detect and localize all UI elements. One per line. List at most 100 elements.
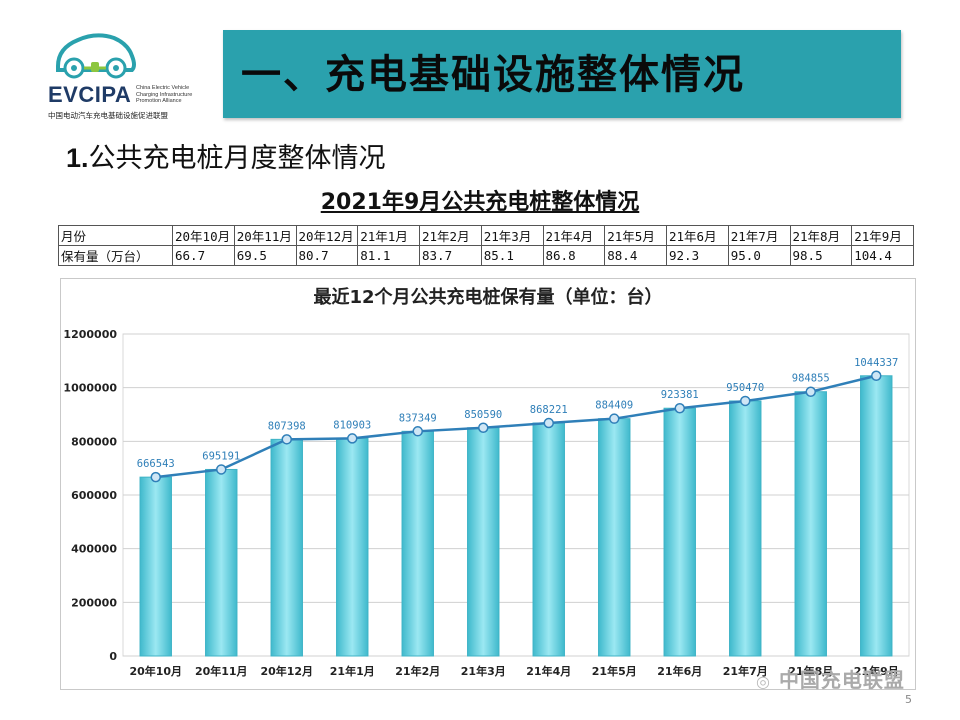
table-cell-month: 21年9月 xyxy=(851,225,914,246)
section-title-text: 公共充电桩月度整体情况 xyxy=(88,143,386,174)
data-label: 1044337 xyxy=(854,357,898,369)
line-marker xyxy=(805,386,816,397)
data-label: 884409 xyxy=(595,400,633,412)
bar xyxy=(794,391,827,657)
bar xyxy=(205,468,238,657)
bar xyxy=(270,438,303,657)
y-tick-label: 1200000 xyxy=(63,328,117,341)
line-marker xyxy=(543,417,554,429)
table-cell-month: 21年5月 xyxy=(604,225,667,246)
table-cell-value: 92.3 xyxy=(666,245,729,266)
table-cell-value: 81.1 xyxy=(357,245,420,266)
bar xyxy=(139,476,172,657)
table-cell-month: 21年3月 xyxy=(480,225,544,246)
logo-chinese-name: 中国电动汽车充电基础设施促进联盟 xyxy=(48,111,168,120)
logo-subtitle-line: Promotion Alliance xyxy=(136,98,182,104)
bar xyxy=(729,400,762,657)
table-cell-value: 98.5 xyxy=(789,245,853,266)
bar xyxy=(336,437,369,657)
bar xyxy=(532,422,565,657)
logo-subtitle-line: Charging Infrastructure xyxy=(136,91,193,98)
watermark-text: 中国充电联盟 xyxy=(778,668,905,692)
table-cell-month: 20年10月 xyxy=(172,225,235,246)
bar xyxy=(598,418,631,657)
y-tick-label: 0 xyxy=(109,650,117,663)
data-label: 807398 xyxy=(268,420,306,432)
data-label: 850590 xyxy=(464,409,502,421)
table-cell-month: 20年11月 xyxy=(233,225,297,246)
table-cell-value: 66.7 xyxy=(172,245,235,266)
x-tick-label: 21年2月 xyxy=(395,664,440,678)
y-tick-label: 600000 xyxy=(71,489,117,502)
table-row-months: 月份 20年10月 20年11月 20年12月 21年1月 21年2月 21年3… xyxy=(58,225,914,246)
line-marker xyxy=(478,422,489,434)
y-tick-label: 400000 xyxy=(71,543,117,556)
table-cell-month: 21年1月 xyxy=(357,225,420,246)
title-band: 一、充电基础设施整体情况 xyxy=(223,30,901,118)
x-tick-label: 21年6月 xyxy=(657,664,702,678)
table-cell-month: 21年2月 xyxy=(419,225,482,246)
page-title: 一、充电基础设施整体情况 xyxy=(241,52,745,98)
page-number: 5 xyxy=(905,693,912,706)
table-cell-value: 88.4 xyxy=(604,245,667,266)
data-label: 950470 xyxy=(726,382,764,394)
data-table: 月份 20年10月 20年11月 20年12月 21年1月 21年2月 21年3… xyxy=(58,225,914,266)
line-marker xyxy=(216,464,227,475)
table-row-values: 保有量（万台） 66.7 69.5 80.7 81.1 83.7 85.1 86… xyxy=(58,245,914,266)
table-title: 2021年9月公共充电桩整体情况 xyxy=(320,190,640,215)
line-marker xyxy=(740,395,751,407)
line-marker xyxy=(412,426,423,437)
data-label: 868221 xyxy=(530,404,568,416)
chart-title: 最近12个月公共充电桩保有量（单位：台） xyxy=(313,287,663,308)
logo-subtitle-line: China Electric Vehicle xyxy=(136,85,190,91)
data-label: 666543 xyxy=(137,458,175,470)
bar xyxy=(860,375,893,657)
bar-line-chart: 0 200000 400000 600000 800000 1000000 1200000 2… xyxy=(63,328,910,678)
x-tick-label: 20年10月 xyxy=(129,664,182,678)
table-cell-month: 21年4月 xyxy=(542,225,606,246)
x-tick-label: 21年9月 xyxy=(854,664,899,678)
data-label: 837349 xyxy=(399,412,437,424)
line-marker xyxy=(347,433,358,444)
table-cell-value: 83.7 xyxy=(419,245,482,266)
table-cell-value: 95.0 xyxy=(727,245,791,266)
table-cell-month: 20年12月 xyxy=(295,225,359,246)
series-line xyxy=(155,374,877,479)
x-tick-label: 21年8月 xyxy=(788,664,833,678)
x-tick-label: 21年5月 xyxy=(592,664,637,678)
line-marker xyxy=(871,370,882,382)
line-marker xyxy=(609,413,620,424)
data-label: 984855 xyxy=(792,373,830,385)
x-tick-label: 20年12月 xyxy=(260,664,313,678)
table-header-value: 保有量（万台） xyxy=(58,245,173,266)
wechat-icon: ◎ xyxy=(756,672,771,691)
y-tick-label: 200000 xyxy=(71,596,117,609)
table-cell-value: 85.1 xyxy=(480,245,544,266)
x-tick-label: 21年1月 xyxy=(330,664,375,678)
car-plug-logo-icon xyxy=(56,33,136,79)
bar xyxy=(663,407,696,657)
watermark: ◎ 中国充电联盟 xyxy=(756,664,905,693)
line-marker xyxy=(674,402,685,414)
x-tick-label: 21年7月 xyxy=(723,664,768,678)
line-marker xyxy=(281,434,292,445)
x-tick-label: 21年3月 xyxy=(461,664,506,678)
x-tick-label: 20年11月 xyxy=(195,664,248,678)
table-cell-value: 86.8 xyxy=(542,245,606,266)
table-cell-value: 104.4 xyxy=(851,245,914,266)
section-number: 1. xyxy=(66,143,89,173)
table-cell-month: 21年7月 xyxy=(727,225,791,246)
table-cell-month: 21年6月 xyxy=(666,225,729,246)
section-title: 1.公共充电桩月度整体情况 xyxy=(66,136,386,175)
bar xyxy=(467,427,500,657)
chart-frame: 最近12个月公共充电桩保有量（单位：台） 0 200000 400000 600000… xyxy=(60,278,916,690)
table-cell-value: 69.5 xyxy=(233,245,297,266)
data-label: 810903 xyxy=(333,419,371,431)
bar xyxy=(401,430,434,657)
logo-subtitle: China Electric Vehicle Charging Infrastr… xyxy=(136,85,206,105)
table-cell-value: 80.7 xyxy=(295,245,359,266)
x-tick-label: 21年4月 xyxy=(526,664,571,678)
table-cell-month: 21年8月 xyxy=(789,225,853,246)
y-tick-label: 800000 xyxy=(71,435,117,448)
evcipa-logo: EVCIPA China Electric Vehicle Charging I… xyxy=(44,26,204,122)
